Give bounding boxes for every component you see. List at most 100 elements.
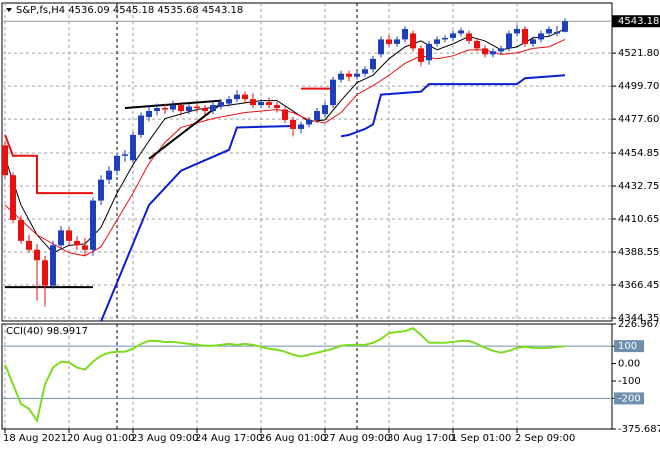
price-label-box	[612, 15, 660, 28]
candle-body	[218, 102, 224, 107]
candle-body	[418, 48, 424, 62]
candle-body	[42, 260, 48, 286]
candle-body	[506, 33, 512, 49]
candle-body	[410, 33, 416, 49]
y-tick-label: 4432.75	[618, 181, 659, 192]
candle-body	[346, 73, 352, 77]
candle-body	[498, 48, 504, 52]
candle-body	[354, 73, 360, 77]
y-tick-label: 100	[618, 341, 637, 352]
candle-body	[26, 240, 32, 250]
candle-body	[242, 94, 248, 100]
candle-body	[298, 124, 304, 129]
candle-body	[522, 28, 528, 44]
x-tick-label: 26 Aug 01:00	[259, 433, 326, 444]
candle-body	[474, 40, 480, 49]
y-tick-label: 4477.60	[618, 114, 659, 125]
x-tick-label: 1 Sep 01:00	[451, 433, 511, 444]
x-tick-label: 30 Aug 17:00	[387, 433, 454, 444]
y-tick-label: -375.6877	[618, 424, 660, 435]
candle-body	[58, 230, 64, 246]
candle-body	[250, 99, 256, 106]
candle-body	[314, 111, 320, 120]
candle-body	[114, 155, 120, 171]
candle-body	[98, 179, 104, 201]
candle-body	[442, 37, 448, 40]
candle-body	[10, 175, 16, 220]
candle-body	[362, 69, 368, 74]
candle-body	[2, 145, 8, 176]
candle-body	[130, 134, 136, 161]
candle-body	[450, 33, 456, 38]
y-tick-label: 4366.45	[618, 280, 659, 291]
candle-body	[322, 105, 328, 115]
candle-body	[210, 105, 216, 112]
indicator-title: CCI(40) 98.9917	[6, 326, 88, 337]
y-tick-label: -200	[618, 393, 641, 404]
candle-body	[106, 170, 112, 180]
candle-body	[82, 245, 88, 250]
pane-frame	[1, 323, 613, 430]
candle-body	[146, 111, 152, 118]
y-tick-label: 4410.65	[618, 214, 659, 225]
candle-body	[434, 39, 440, 44]
candle-body	[482, 48, 488, 55]
candle-body	[234, 94, 240, 100]
candle-body	[274, 105, 280, 109]
candle-body	[394, 39, 400, 44]
candle-body	[378, 39, 384, 55]
title-arrow	[6, 8, 12, 12]
indicator-line	[148, 102, 222, 160]
candle-body	[338, 73, 344, 80]
candle-body	[402, 28, 408, 40]
y-tick-label: 4521.80	[618, 48, 659, 59]
candle-body	[138, 115, 144, 135]
y-tick-label: 226.9672	[618, 319, 660, 330]
candle-body	[202, 108, 208, 112]
price-label: 4543.18	[618, 16, 659, 27]
candle-body	[170, 105, 176, 110]
x-tick-label: 18 Aug 2021	[3, 433, 67, 444]
candle-body	[530, 39, 536, 44]
candle-body	[370, 58, 376, 70]
candle-body	[538, 33, 544, 40]
candle-body	[266, 102, 272, 106]
x-tick-label: 20 Aug 01:00	[67, 433, 134, 444]
candle-body	[306, 119, 312, 125]
chart-title: S&P,fs,H4 4536.09 4545.18 4535.68 4543.1…	[16, 5, 243, 16]
candle-body	[514, 28, 520, 34]
candle-body	[178, 105, 184, 112]
x-tick-label: 27 Aug 09:00	[323, 433, 390, 444]
candle-body	[50, 245, 56, 286]
candle-body	[290, 119, 296, 129]
candle-body	[74, 240, 80, 246]
indicator-line	[4, 134, 93, 195]
candle-body	[546, 28, 552, 34]
level-label-box	[614, 392, 644, 405]
x-tick-label: 23 Aug 09:00	[131, 433, 198, 444]
candle-body	[330, 79, 336, 106]
candle-body	[466, 33, 472, 41]
y-tick-label: 0.00	[618, 359, 640, 370]
x-tick-label: 24 Aug 17:00	[195, 433, 262, 444]
candle-body	[562, 21, 568, 32]
candle-body	[458, 30, 464, 34]
candle-body	[554, 31, 560, 34]
candle-body	[122, 154, 128, 156]
y-tick-label: 4344.35	[618, 313, 659, 324]
candle-body	[258, 102, 264, 106]
candle-body	[34, 249, 40, 261]
candle-body	[154, 108, 160, 112]
y-tick-label: 4388.55	[618, 247, 659, 258]
candle-body	[66, 230, 72, 241]
candle-body	[18, 219, 24, 241]
y-tick-label: 4499.70	[618, 81, 659, 92]
candle-body	[282, 109, 288, 120]
candle-body	[90, 200, 96, 250]
x-tick-label: 2 Sep 09:00	[515, 433, 575, 444]
cci-line	[4, 327, 566, 424]
candle-body	[426, 43, 432, 61]
y-tick-label: -100	[618, 376, 641, 387]
